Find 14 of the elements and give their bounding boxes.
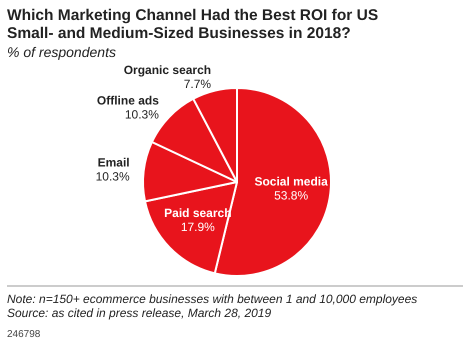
data-label: 10.3% <box>96 169 130 184</box>
data-label: 17.9% <box>180 220 216 234</box>
slice-label: Organic search <box>124 63 212 78</box>
source-note: Source: as cited in press release, March 28, 2019 <box>7 306 272 320</box>
data-label: 53.8% <box>274 188 308 202</box>
chart-title: Which Marketing Channel Had the Best ROI for US Small- and Medium-Sized Businesses in 2018? <box>7 7 378 42</box>
text: 246798 <box>7 329 41 340</box>
chart-subtitle: % of respondents <box>7 44 116 60</box>
data-label: 7.7% <box>184 77 212 92</box>
text: Note: n=150+ ecommerce businesses with between 1 and 10,000 employees <box>7 292 418 306</box>
slice-label: Offline ads <box>96 93 160 108</box>
slice-label: Social media <box>254 174 328 188</box>
data-label: 10.3% <box>124 107 160 122</box>
slice-label: Email <box>98 155 130 170</box>
